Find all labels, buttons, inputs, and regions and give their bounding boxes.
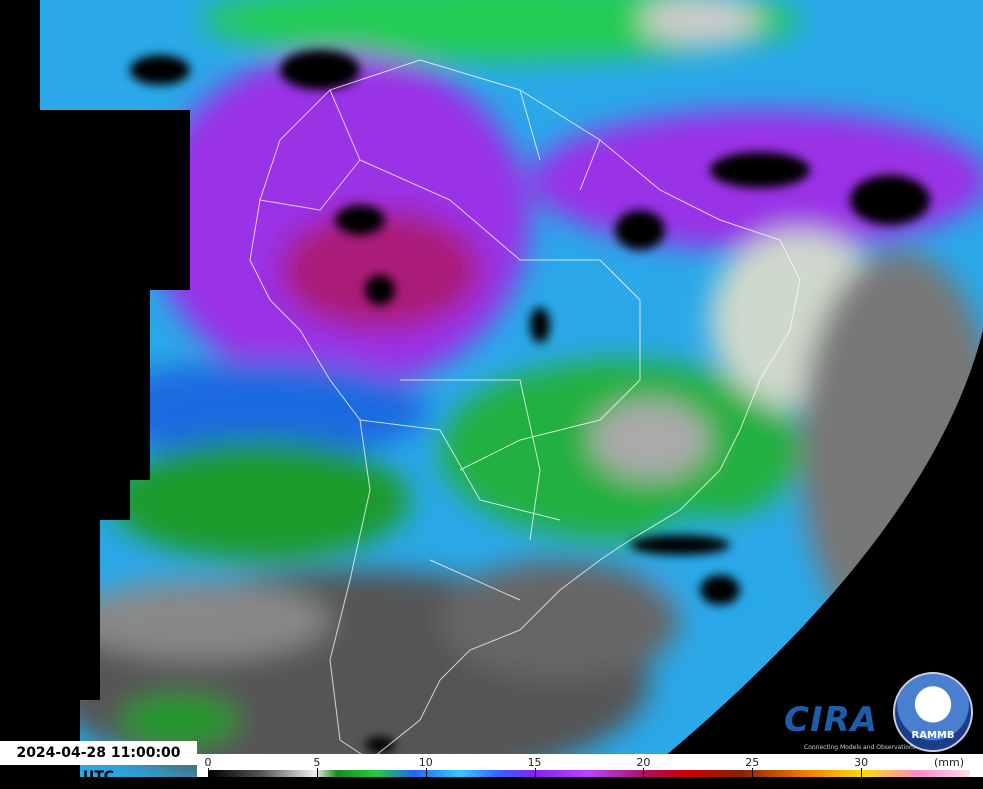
- colorbar-tick: [861, 768, 863, 777]
- timestamp: 2024-04-28 11:00:00 UTC: [0, 741, 197, 785]
- colorbar-tick-label: 10: [418, 756, 433, 769]
- colorbar-tick-label: 20: [636, 756, 651, 769]
- colorbar-tick-label: 15: [527, 756, 542, 769]
- cira-tagline: Connecting Models and Observations: [804, 744, 916, 751]
- colorbar-tick: [425, 768, 427, 777]
- cira-logo: CIRA Connecting Models and Observations: [784, 700, 916, 751]
- colorbar-tick-label: 30: [854, 756, 869, 769]
- colorbar-tick-label: 5: [313, 756, 321, 769]
- colorbar-tick: [752, 768, 754, 777]
- colorbar-tick-label: 0: [204, 756, 212, 769]
- colorbar-unit: (mm): [934, 756, 965, 769]
- colorbar-tick: [316, 768, 318, 777]
- colorbar-tick-label: 25: [745, 756, 760, 769]
- colorbar-tick: [643, 768, 645, 777]
- rammb-logo: RAMMB: [893, 672, 973, 752]
- rammb-text: RAMMB: [911, 730, 955, 741]
- colorbar-tick: [208, 768, 209, 777]
- cira-text: CIRA: [784, 700, 879, 740]
- colorbar: [208, 770, 970, 777]
- borders: [249, 59, 801, 761]
- colorbar-tick: [534, 768, 536, 777]
